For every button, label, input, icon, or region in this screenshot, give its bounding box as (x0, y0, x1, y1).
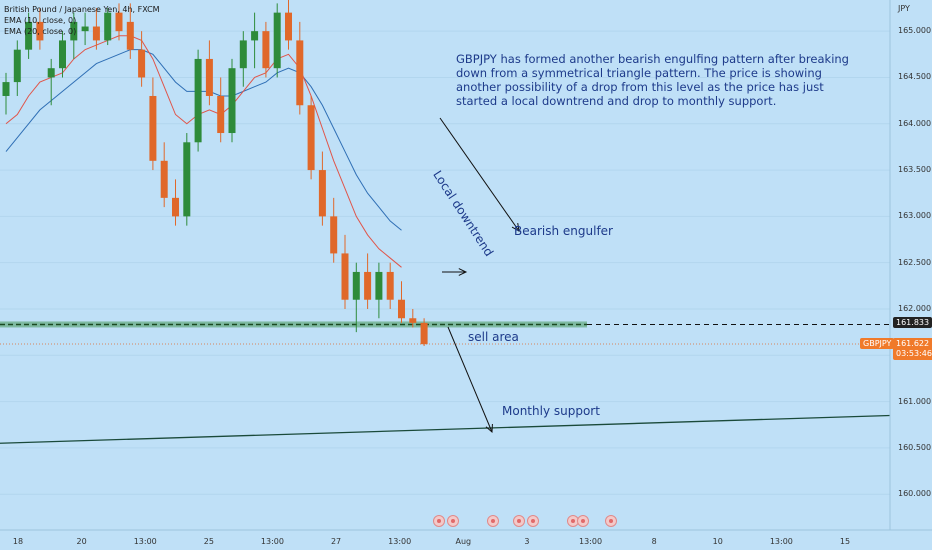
monthly-support-label: Monthly support (502, 404, 600, 418)
event-icon[interactable] (577, 515, 589, 527)
downtrend-arrow (439, 117, 520, 232)
support-trendline (0, 414, 891, 444)
time-tick-label: 13:00 (388, 537, 412, 546)
time-tick-label: 27 (330, 537, 342, 546)
monthly-support-line (0, 414, 891, 444)
price-tick-label: 160.000 (898, 489, 932, 499)
analysis-note: GBPJPY has formed another bearish engulf… (456, 52, 849, 108)
target-arrow (447, 326, 493, 433)
candle-body (126, 21, 134, 50)
price-tick-label: 162.500 (898, 257, 932, 267)
candle-body (409, 318, 417, 323)
candle-body (352, 271, 360, 300)
price-tick-label: 163.000 (898, 211, 932, 221)
candle-body (36, 21, 44, 41)
target-arrow-head (485, 423, 493, 434)
time-tick-label: 13:00 (133, 537, 157, 546)
candle-body (25, 21, 33, 50)
price-tick-label: 165.000 (898, 26, 932, 36)
candle-body (183, 142, 191, 217)
event-icon[interactable] (527, 515, 539, 527)
time-tick-label: 25 (203, 537, 214, 546)
candle-body (386, 271, 394, 300)
symbol-tag: GBPJPY (860, 338, 895, 349)
event-icon[interactable] (513, 515, 525, 527)
candle-body (228, 68, 236, 134)
event-icon[interactable] (447, 515, 459, 527)
candle-body (375, 271, 383, 300)
candle-body (81, 26, 89, 32)
time-tick-label: 8 (651, 537, 657, 546)
price-tick-label: 164.000 (898, 118, 932, 128)
time-tick-label: 20 (76, 537, 87, 546)
event-icon[interactable] (487, 515, 499, 527)
candle-body (70, 21, 78, 41)
candle-body (285, 12, 292, 41)
ema10-line (5, 35, 402, 268)
time-tick-label: 13:00 (769, 537, 793, 546)
price-tick-label: 160.500 (898, 442, 932, 452)
price-tick-label: 162.000 (898, 303, 932, 313)
bearish-engulfer-label: Bearish engulfer (514, 224, 613, 238)
candle-body (172, 197, 179, 217)
candle-body (104, 12, 112, 41)
price-tick-label: 161.000 (898, 396, 932, 406)
candle-body (47, 68, 55, 78)
candle-body (307, 105, 315, 171)
currency-label: JPY (898, 4, 910, 13)
time-tick-label: 18 (12, 537, 24, 546)
candle-body (92, 26, 100, 41)
ema20-legend[interactable]: EMA (20, close, 0) (4, 27, 77, 36)
sell-level-tag: 161.833 (893, 317, 932, 328)
candle-body (138, 49, 146, 78)
candle-body (251, 31, 259, 41)
candle-body (318, 170, 326, 217)
time-tick-label: 15 (839, 537, 851, 546)
candle-body (160, 160, 168, 198)
time-tick-label: Aug (455, 537, 472, 546)
grid (0, 30, 890, 495)
ema20-line (5, 49, 402, 231)
sell-area-band (0, 321, 587, 328)
symbol-legend[interactable]: British Pound / Japanese Yen, 4h, FXCM (4, 5, 160, 14)
candlesticks (2, 0, 428, 347)
price-tick-label: 163.500 (898, 165, 932, 175)
chart-legend: British Pound / Japanese Yen, 4h, FXCM E… (4, 4, 160, 37)
current-price: 161.622 (896, 339, 930, 348)
candle-body (420, 322, 428, 345)
current-price-tag: 161.622 03:53:46 (893, 338, 932, 360)
event-icon[interactable] (605, 515, 617, 527)
candle-body (149, 95, 157, 161)
candle-body (2, 82, 10, 96)
candle-body (262, 31, 270, 69)
candle-body (364, 271, 372, 300)
sell-area-label: sell area (468, 330, 519, 344)
annotation-arrows (439, 117, 520, 434)
event-icon[interactable] (433, 515, 445, 527)
candle-body (273, 12, 281, 69)
ema10-legend[interactable]: EMA (10, close, 0) (4, 16, 77, 25)
candle-body (13, 49, 21, 83)
candle-body (296, 40, 304, 106)
candle-body (341, 253, 349, 300)
countdown: 03:53:46 (896, 349, 932, 358)
candle-body (330, 216, 338, 254)
time-tick-label: 13:00 (260, 537, 284, 546)
price-tick-label: 164.500 (898, 72, 932, 82)
candle-body (194, 58, 202, 143)
candle-body (115, 12, 123, 32)
candle-body (398, 299, 405, 319)
ema-lines (5, 35, 402, 268)
downtrend-arrow-head (511, 223, 520, 232)
candle-body (217, 95, 225, 134)
candle-body (205, 58, 213, 96)
sell-area-zone (0, 321, 890, 345)
time-tick-label: 10 (712, 537, 723, 546)
candle-body (239, 40, 247, 69)
engulfer-arrow-head (458, 268, 468, 276)
candle-body (59, 40, 66, 69)
time-tick-label: 13:00 (579, 537, 603, 546)
time-tick-label: 3 (524, 537, 530, 546)
